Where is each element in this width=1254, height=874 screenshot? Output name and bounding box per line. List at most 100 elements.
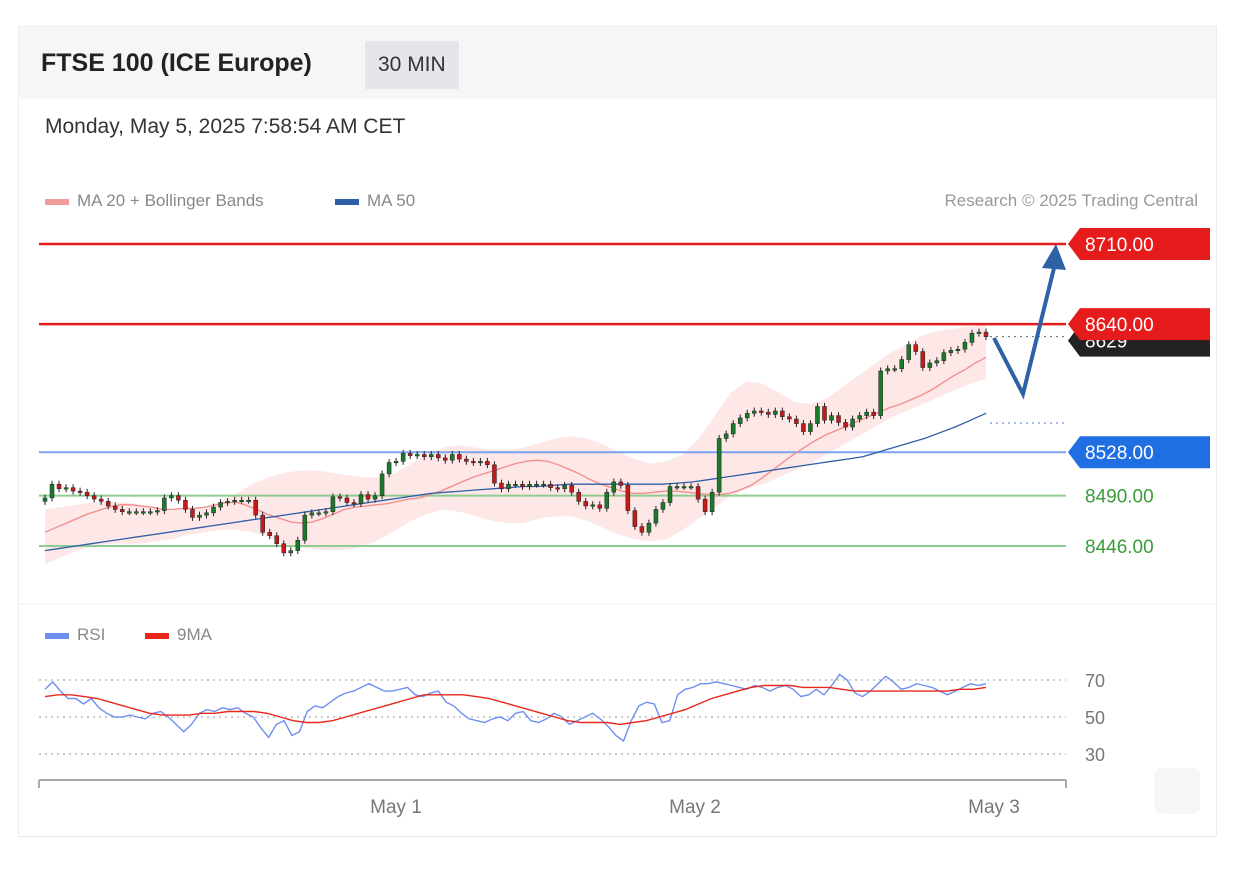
candle-body bbox=[646, 522, 652, 533]
candle-body bbox=[815, 406, 820, 424]
rsi-tick-30: 30 bbox=[1085, 745, 1105, 765]
candle-body bbox=[555, 487, 560, 490]
candle-body bbox=[639, 526, 645, 533]
level-tag-8490.00: 8490.00 bbox=[1085, 487, 1154, 508]
legend-rsi: RSI bbox=[45, 625, 105, 645]
candle-body bbox=[976, 331, 982, 334]
candle-body bbox=[358, 494, 364, 504]
candle-body bbox=[330, 496, 336, 512]
level-tag-8640.00-bg bbox=[1068, 308, 1210, 341]
candle-body bbox=[548, 483, 553, 488]
candle-body bbox=[190, 509, 195, 518]
candle-body bbox=[105, 501, 111, 507]
candle-body bbox=[162, 497, 167, 511]
candle-body bbox=[169, 495, 174, 499]
candle-body bbox=[428, 454, 434, 458]
rsi-9ma-line bbox=[44, 684, 987, 726]
scroll-button bbox=[1154, 768, 1200, 814]
candle-body bbox=[716, 438, 722, 493]
candle-body bbox=[295, 540, 301, 551]
candle-body bbox=[49, 483, 55, 499]
candle-body bbox=[464, 458, 469, 462]
candle-body bbox=[56, 483, 62, 490]
candle-body bbox=[211, 506, 216, 514]
candle-body bbox=[365, 494, 371, 500]
interval-badge[interactable]: 30 MIN bbox=[365, 41, 459, 89]
rsi-line bbox=[44, 673, 987, 743]
candle-body bbox=[400, 453, 406, 462]
candle-body bbox=[983, 331, 989, 337]
level-tag-8446.00: 8446.00 bbox=[1085, 537, 1154, 558]
legend-9ma: 9MA bbox=[145, 625, 212, 645]
candle-body bbox=[421, 454, 427, 458]
candle-body bbox=[744, 413, 750, 419]
forecast-arrow-head bbox=[1042, 244, 1066, 270]
timestamp: Monday, May 5, 2025 7:58:54 AM CET bbox=[45, 115, 406, 138]
candle-body bbox=[955, 348, 961, 351]
candle-body bbox=[91, 495, 97, 500]
candle-body bbox=[576, 491, 581, 502]
candle-body bbox=[780, 410, 785, 417]
candle-body bbox=[63, 487, 69, 490]
candle-body bbox=[372, 495, 378, 500]
ma50-swatch bbox=[335, 198, 359, 205]
candle-body bbox=[176, 495, 181, 501]
candle-body bbox=[492, 464, 497, 484]
candle-body bbox=[84, 491, 90, 496]
candle-body bbox=[829, 415, 834, 421]
candle-body bbox=[478, 461, 483, 464]
candle-body bbox=[239, 499, 244, 502]
candle-body bbox=[323, 511, 329, 514]
candle-body bbox=[878, 370, 883, 416]
candle-body bbox=[513, 483, 518, 486]
ma20-swatch bbox=[45, 198, 69, 205]
level-tag-8640.00: 8640.00 bbox=[1085, 315, 1154, 336]
candle-body bbox=[77, 490, 83, 493]
rsi-tick-50: 50 bbox=[1085, 708, 1105, 728]
candle-body bbox=[316, 512, 322, 515]
candle-body bbox=[590, 504, 595, 507]
candle-body bbox=[274, 535, 279, 544]
candle-body bbox=[155, 510, 160, 513]
candle-body bbox=[253, 499, 258, 516]
forecast-arrow bbox=[992, 263, 1057, 400]
candle-body bbox=[520, 483, 525, 487]
legend-9ma-label: 9MA bbox=[177, 625, 212, 644]
instrument-title: FTSE 100 (ICE Europe) bbox=[41, 49, 312, 77]
candle-body bbox=[148, 511, 153, 514]
candle-body bbox=[127, 511, 132, 514]
candle-body bbox=[611, 481, 617, 493]
candle-body bbox=[766, 411, 771, 415]
candle-body bbox=[393, 461, 399, 464]
candle-body bbox=[822, 406, 827, 421]
candle-body bbox=[871, 411, 876, 416]
candle-body bbox=[309, 512, 315, 516]
candle-body bbox=[281, 543, 287, 554]
candle-body bbox=[534, 483, 539, 486]
bollinger-band bbox=[45, 324, 986, 565]
candle-body bbox=[941, 352, 947, 361]
candle-body bbox=[246, 499, 251, 502]
legend-ma50: MA 50 bbox=[335, 191, 415, 211]
candle-body bbox=[499, 482, 504, 490]
candle-body bbox=[351, 502, 357, 505]
candle-body bbox=[667, 486, 673, 503]
candle-body bbox=[674, 486, 680, 489]
candle-body bbox=[70, 487, 76, 492]
candle-body bbox=[892, 368, 897, 371]
candle-body bbox=[134, 511, 139, 514]
candle-body bbox=[787, 416, 792, 420]
candle-body bbox=[962, 342, 968, 350]
candle-body bbox=[204, 512, 209, 516]
candle-body bbox=[569, 485, 574, 493]
candle-body bbox=[527, 483, 532, 487]
x-tick-label: May 3 bbox=[968, 797, 1020, 818]
candle-body bbox=[112, 505, 118, 510]
candle-body bbox=[119, 509, 125, 512]
ma20-line bbox=[44, 356, 987, 533]
legend-ma20-label: MA 20 + Bollinger Bands bbox=[77, 191, 264, 210]
candle-body bbox=[288, 550, 294, 554]
candle-body bbox=[583, 501, 588, 507]
level-tag-8528.00-bg bbox=[1068, 436, 1210, 469]
